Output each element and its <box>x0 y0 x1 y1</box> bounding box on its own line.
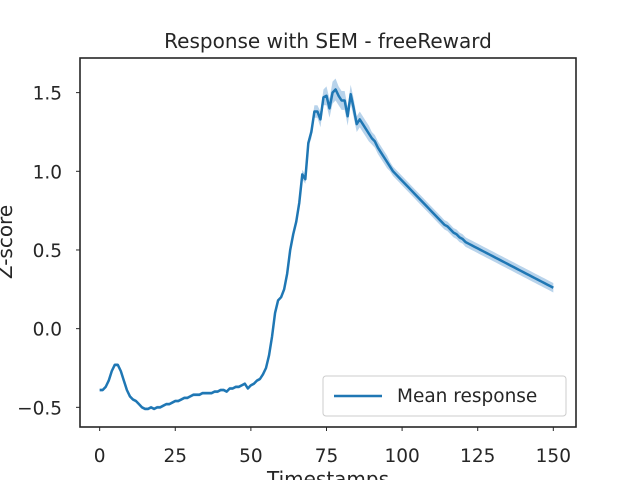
x-tick-label: 0 <box>94 446 106 467</box>
x-tick-label: 75 <box>315 446 339 467</box>
plot-area <box>99 78 554 411</box>
x-tick-label: 125 <box>460 446 495 467</box>
y-axis-label: Z-score <box>0 205 17 279</box>
x-tick-label: 100 <box>384 446 419 467</box>
y-axis: −0.5 0.0 0.5 1.0 1.5 <box>17 84 80 419</box>
x-tick-label: 50 <box>239 446 263 467</box>
x-tick-label: 25 <box>163 446 187 467</box>
chart-title: Response with SEM - freeReward <box>164 29 492 53</box>
legend: Mean response <box>322 375 567 417</box>
y-tick-label: −0.5 <box>17 398 62 419</box>
x-axis-label: Timestamps <box>266 467 389 480</box>
x-tick-label: 150 <box>536 446 571 467</box>
plot-frame <box>79 57 577 428</box>
legend-label: Mean response <box>397 386 537 407</box>
series-line-mean-response <box>99 88 554 411</box>
legend-box <box>322 375 567 417</box>
y-tick-label: 1.5 <box>33 84 62 105</box>
y-tick-label: 0.5 <box>33 241 62 262</box>
y-tick-label: 0.0 <box>33 320 62 341</box>
y-tick-label: 1.0 <box>33 162 62 183</box>
x-axis: 0 25 50 75 100 125 150 <box>94 427 571 467</box>
